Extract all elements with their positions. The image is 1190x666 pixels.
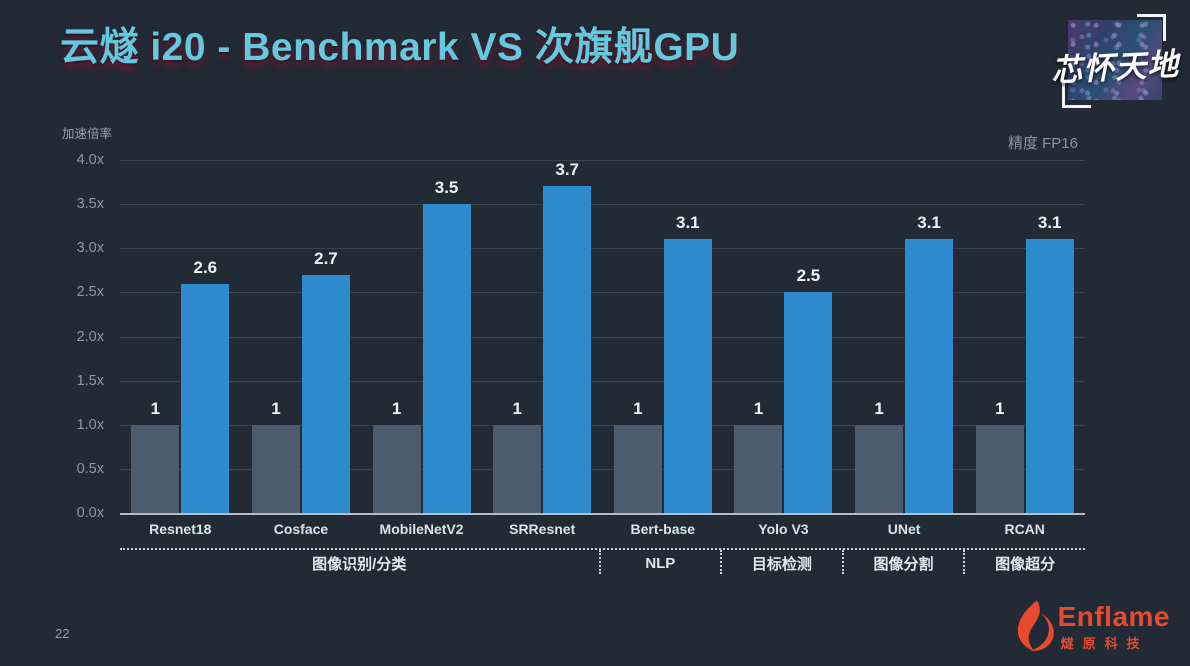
benchmark-bar-chart: 0.0x 0.5x 1.0x 1.5x 2.0x 2.5x 3.0x 3.5x 4.0x 1 2.6… xyxy=(77,152,1085,521)
benchmark-bar: 3.1 xyxy=(905,213,954,513)
bar-value-label: 2.6 xyxy=(193,257,218,277)
group-cell: 图像超分 xyxy=(963,550,1085,574)
x-axis-line xyxy=(120,513,1085,515)
page-number: 22 xyxy=(55,626,70,641)
x-category-label: RCAN xyxy=(1004,521,1045,537)
group-label: 目标检测 xyxy=(751,556,812,573)
benchmark-bar: 3.1 xyxy=(1025,213,1074,513)
gridline xyxy=(120,160,1085,161)
chip-wafer-image xyxy=(1068,20,1162,100)
category-slot-yolo-v3: 1 2.5 xyxy=(723,160,844,513)
benchmark-bar: 3.5 xyxy=(422,178,471,513)
flame-icon xyxy=(1017,600,1054,651)
bar-value-label: 3.1 xyxy=(917,213,941,233)
group-cell: NLP xyxy=(598,550,721,574)
y-axis-title: 加速倍率 xyxy=(62,127,113,141)
bar-slots: 1 2.6 1 2.7 1 3.5 1 3.7 1 3.1 1 2.5 1 3.1 1 3.1 xyxy=(120,160,1085,513)
baseline-bar: 1 xyxy=(251,399,300,513)
y-tick-label: 1.5x xyxy=(76,372,104,389)
bar-value-label: 2.5 xyxy=(796,266,821,286)
y-tick-label: 2.0x xyxy=(76,328,104,345)
corner-bracket-bottom-left-icon xyxy=(1062,81,1091,108)
baseline-bar: 1 xyxy=(613,399,662,513)
benchmark-bar: 3.1 xyxy=(663,213,712,513)
baseline-bar: 1 xyxy=(855,399,904,513)
y-tick-label: 2.5x xyxy=(76,284,104,301)
bar-value-label: 1 xyxy=(512,398,522,418)
y-tick-label: 0.0x xyxy=(76,505,104,521)
x-category-label: Cosface xyxy=(273,521,329,537)
bar-value-label: 3.7 xyxy=(555,160,579,180)
bar-value-label: 3.5 xyxy=(434,178,459,198)
bar-value-label: 2.7 xyxy=(314,248,338,268)
y-tick-label: 3.0x xyxy=(76,240,104,257)
bar-value-label: 1 xyxy=(633,398,643,418)
category-slot-rcan: 1 3.1 xyxy=(964,160,1085,513)
x-category-label: Resnet18 xyxy=(149,521,212,537)
benchmark-bar: 2.7 xyxy=(301,249,350,513)
gridline xyxy=(120,248,1085,250)
x-category-label: Bert-base xyxy=(630,521,696,537)
bar-value-label: 1 xyxy=(874,398,884,418)
baseline-bar: 1 xyxy=(493,399,542,513)
gridline xyxy=(120,336,1085,338)
bar-value-label: 3.1 xyxy=(1037,213,1062,233)
benchmark-bar: 2.6 xyxy=(181,258,230,513)
x-category-label: MobileNetV2 xyxy=(379,521,464,537)
enflame-logo: Enflame 燧原科技 xyxy=(1016,600,1170,654)
category-slot-resnet18: 1 2.6 xyxy=(120,160,241,513)
group-cell: 目标检测 xyxy=(720,550,842,574)
baseline-bar: 1 xyxy=(372,399,421,513)
category-slot-bert-base: 1 3.1 xyxy=(603,160,724,513)
category-group-row: 图像识别/分类 NLP 目标检测 图像分割 图像超分 xyxy=(120,548,1085,574)
group-label: 图像识别/分类 xyxy=(312,556,407,573)
category-slot-srresnet: 1 3.7 xyxy=(482,160,603,513)
brand-name: Enflame xyxy=(1057,601,1170,632)
gridline xyxy=(120,292,1085,294)
gridline xyxy=(120,380,1085,382)
bar-value-label: 1 xyxy=(271,398,281,418)
baseline-bar: 1 xyxy=(975,399,1024,513)
y-tick-label: 3.5x xyxy=(76,196,104,213)
y-tick-label: 1.0x xyxy=(76,416,104,433)
group-label: 图像超分 xyxy=(995,556,1056,573)
x-category-label: SRResnet xyxy=(509,521,576,537)
x-category-label: UNet xyxy=(887,521,921,537)
baseline-bar: 1 xyxy=(131,399,180,513)
bar-value-label: 1 xyxy=(391,398,402,418)
benchmark-bar: 3.7 xyxy=(543,160,592,513)
group-label: 图像分割 xyxy=(873,556,934,573)
x-axis-labels: Resnet18 Cosface MobileNetV2 SRResnet Bert-b… xyxy=(120,521,1085,537)
category-slot-cosface: 1 2.7 xyxy=(241,160,362,513)
bar-value-label: 3.1 xyxy=(675,213,700,233)
group-cell: 图像分割 xyxy=(841,550,964,574)
group-label: NLP xyxy=(645,555,676,572)
y-tick-label: 0.5x xyxy=(76,460,104,477)
gridline xyxy=(120,424,1085,426)
bar-value-label: 1 xyxy=(994,398,1005,418)
bar-value-label: 1 xyxy=(753,398,764,418)
group-cell: 图像识别/分类 xyxy=(120,550,599,574)
corner-bracket-top-right-icon xyxy=(1137,14,1166,41)
gridline xyxy=(120,204,1085,206)
benchmark-bar: 2.5 xyxy=(784,266,833,513)
x-category-label: Yolo V3 xyxy=(758,521,809,537)
brand-subtitle: 燧原科技 xyxy=(1060,636,1149,651)
precision-note: 精度 FP16 xyxy=(1007,135,1078,152)
y-tick-label: 4.0x xyxy=(76,152,104,168)
bar-value-label: 1 xyxy=(150,398,161,418)
category-slot-mobilenetv2: 1 3.5 xyxy=(361,160,482,513)
gridline xyxy=(120,468,1085,470)
baseline-bar: 1 xyxy=(734,399,783,513)
badge-calligraphy-text: 芯怀天地 xyxy=(1050,46,1181,90)
page-title: 云燧 i20 - Benchmark VS 次旗舰GPU xyxy=(60,26,740,69)
chip-art-badge: 芯怀天地 xyxy=(1042,10,1188,110)
category-slot-unet: 1 3.1 xyxy=(844,160,965,513)
